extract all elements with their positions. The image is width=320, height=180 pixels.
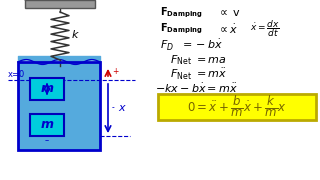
- Text: $\propto$ v: $\propto$ v: [217, 8, 241, 18]
- Text: $F_{\mathrm{Net}}\ = ma$: $F_{\mathrm{Net}}\ = ma$: [170, 53, 227, 67]
- Text: $0 = \ddot{x} + \dfrac{b}{m}\dot{x} + \dfrac{k}{m}x$: $0 = \ddot{x} + \dfrac{b}{m}\dot{x} + \d…: [187, 95, 287, 119]
- Text: $\dot{x} = \dfrac{dx}{dt}$: $\dot{x} = \dfrac{dx}{dt}$: [250, 19, 280, 39]
- Text: m: m: [41, 118, 53, 132]
- Text: m: m: [41, 82, 53, 96]
- Bar: [30, 114, 64, 136]
- Text: $\mathbf{F}_{\mathbf{Damping}}$: $\mathbf{F}_{\mathbf{Damping}}$: [160, 6, 203, 20]
- Bar: [18, 62, 100, 150]
- Bar: [18, 62, 100, 150]
- Text: $\mathbf{F}_{\mathbf{Damping}}$: $\mathbf{F}_{\mathbf{Damping}}$: [160, 22, 203, 36]
- Text: $F_D\ \ = -b\dot{x}$: $F_D\ \ = -b\dot{x}$: [160, 37, 223, 53]
- Text: +: +: [112, 66, 118, 75]
- Text: $-kx - b\dot{x} = m\ddot{x}$: $-kx - b\dot{x} = m\ddot{x}$: [155, 81, 238, 95]
- Text: -: -: [112, 103, 115, 112]
- Bar: [25, 0, 95, 8]
- Text: k: k: [72, 30, 78, 40]
- Text: x=0: x=0: [8, 70, 25, 79]
- Text: x: x: [118, 103, 124, 113]
- Bar: [30, 78, 64, 100]
- Bar: [158, 94, 316, 120]
- Text: –: –: [45, 136, 49, 145]
- Text: $F_{\mathrm{Net}}\ = m\ddot{x}$: $F_{\mathrm{Net}}\ = m\ddot{x}$: [170, 66, 227, 82]
- Text: $\propto \dot{x}$: $\propto \dot{x}$: [217, 22, 238, 36]
